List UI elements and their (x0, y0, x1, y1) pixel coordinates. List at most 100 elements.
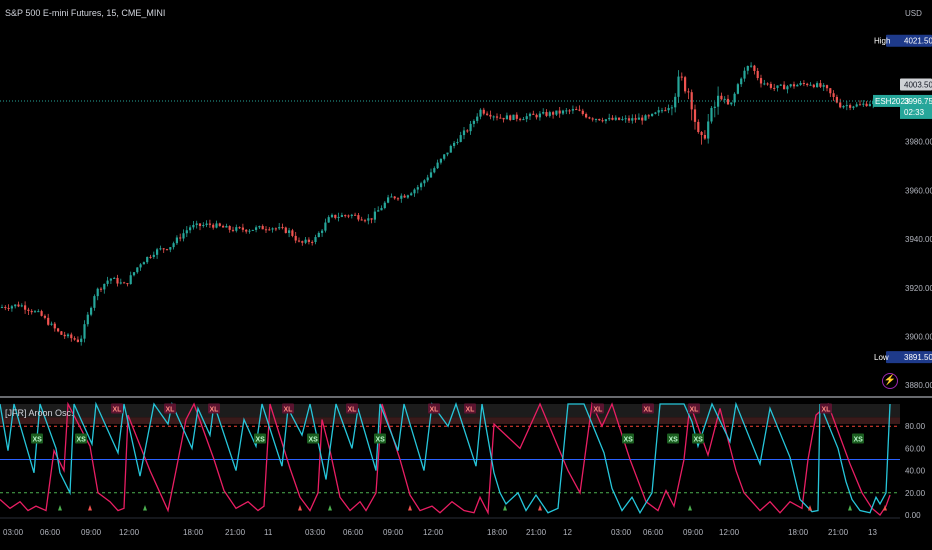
candle-body (608, 117, 611, 120)
signal-marker (688, 505, 692, 511)
candle-body (103, 283, 106, 290)
candle-body (109, 278, 112, 281)
candle-body (611, 117, 614, 120)
candle-body (189, 227, 192, 231)
countdown-text: 02:33 (904, 108, 925, 117)
price-tick-label: 3880.00 (905, 381, 932, 390)
candle-body (139, 264, 142, 268)
candle-body (436, 162, 439, 169)
candle-body (142, 262, 145, 265)
candle-body (812, 84, 815, 88)
candle-body (796, 84, 799, 87)
candle-body (703, 135, 706, 139)
candle-body (578, 109, 581, 111)
candle-body (476, 116, 479, 121)
candle-body (822, 85, 825, 87)
signal-xs-bg (374, 433, 386, 444)
candle-body (278, 227, 281, 229)
signal-xl-label: XL (210, 407, 220, 414)
candle-body (410, 193, 413, 196)
candle-body (218, 223, 221, 226)
candle-body (842, 105, 845, 108)
candle-body (301, 241, 304, 243)
candle-body (231, 229, 235, 231)
candle-body (146, 256, 149, 263)
price-tick-label: 3940.00 (905, 235, 932, 244)
time-tick-label: 06:00 (343, 528, 364, 537)
candle-body (545, 112, 548, 116)
osc-tick-label: 40.00 (905, 467, 926, 476)
signal-marker (883, 505, 887, 511)
candle-body (30, 310, 33, 313)
candle-body (558, 110, 561, 114)
symbol-badge-bg (873, 94, 900, 107)
signal-xl-bg (346, 403, 358, 414)
signal-xl-bg (688, 403, 700, 414)
candle-body (664, 110, 667, 112)
candle-body (347, 215, 350, 217)
last-price-text: 3996.75 (904, 97, 932, 106)
candle-body (24, 305, 27, 310)
candle-body (123, 282, 126, 284)
candle-body (416, 187, 419, 190)
signal-marker (88, 505, 92, 511)
candle-body (462, 130, 466, 136)
time-tick-label: 13 (868, 528, 877, 537)
symbol-badge-text: ESH2023 (875, 97, 910, 106)
candle-body (17, 304, 20, 307)
candle-body (637, 117, 640, 120)
candle-body (631, 118, 634, 121)
candle-body (779, 84, 782, 86)
candle-body (733, 93, 736, 103)
candle-body (377, 210, 380, 212)
candle-body (647, 115, 650, 117)
candle-body (7, 307, 10, 309)
time-tick-label: 09:00 (683, 528, 704, 537)
time-tick-label: 12 (563, 528, 572, 537)
candle-body (862, 103, 865, 105)
osc-tick-label: 20.00 (905, 489, 926, 498)
candle-body (618, 117, 621, 120)
candle-body (40, 311, 43, 316)
signal-xs-label: XS (854, 437, 864, 444)
candle-body (604, 119, 607, 122)
candle-body (499, 117, 502, 119)
high-badge-text: 4021.50 (904, 37, 932, 46)
osc-tick-label: 0.00 (905, 511, 921, 520)
candle-body (660, 110, 664, 112)
candle-body (37, 311, 40, 313)
candle-body (792, 84, 796, 87)
candle-body (373, 211, 376, 220)
candle-body (525, 116, 528, 120)
candle-body (116, 277, 119, 284)
candle-body (565, 110, 568, 112)
last-price-badge-bg (900, 94, 932, 119)
candle-body (0, 307, 4, 309)
signal-marker (848, 505, 852, 511)
lightning-icon[interactable]: ⚡ (882, 373, 898, 389)
candle-body (713, 106, 716, 108)
candle-body (489, 114, 492, 117)
candle-body (4, 307, 7, 309)
candle-body (591, 118, 594, 120)
candle-body (212, 224, 215, 228)
candle-body (852, 106, 855, 108)
candle-body (472, 120, 475, 124)
candle-body (96, 288, 99, 297)
signal-xl-label: XL (644, 407, 654, 414)
signal-xl-label: XL (113, 407, 123, 414)
candle-body (786, 86, 789, 90)
candle-body (330, 214, 334, 218)
candle-body (720, 95, 723, 100)
candle-body (258, 226, 261, 228)
candle-body (340, 215, 343, 217)
candle-body (129, 275, 132, 285)
candle-body (535, 114, 538, 118)
candle-body (598, 118, 601, 121)
candle-body (261, 226, 264, 230)
high-badge-text: High (874, 37, 890, 46)
candle-body (466, 130, 469, 132)
signal-xl-label: XL (466, 407, 476, 414)
time-tick-label: 06:00 (643, 528, 664, 537)
candle-body (552, 112, 555, 115)
